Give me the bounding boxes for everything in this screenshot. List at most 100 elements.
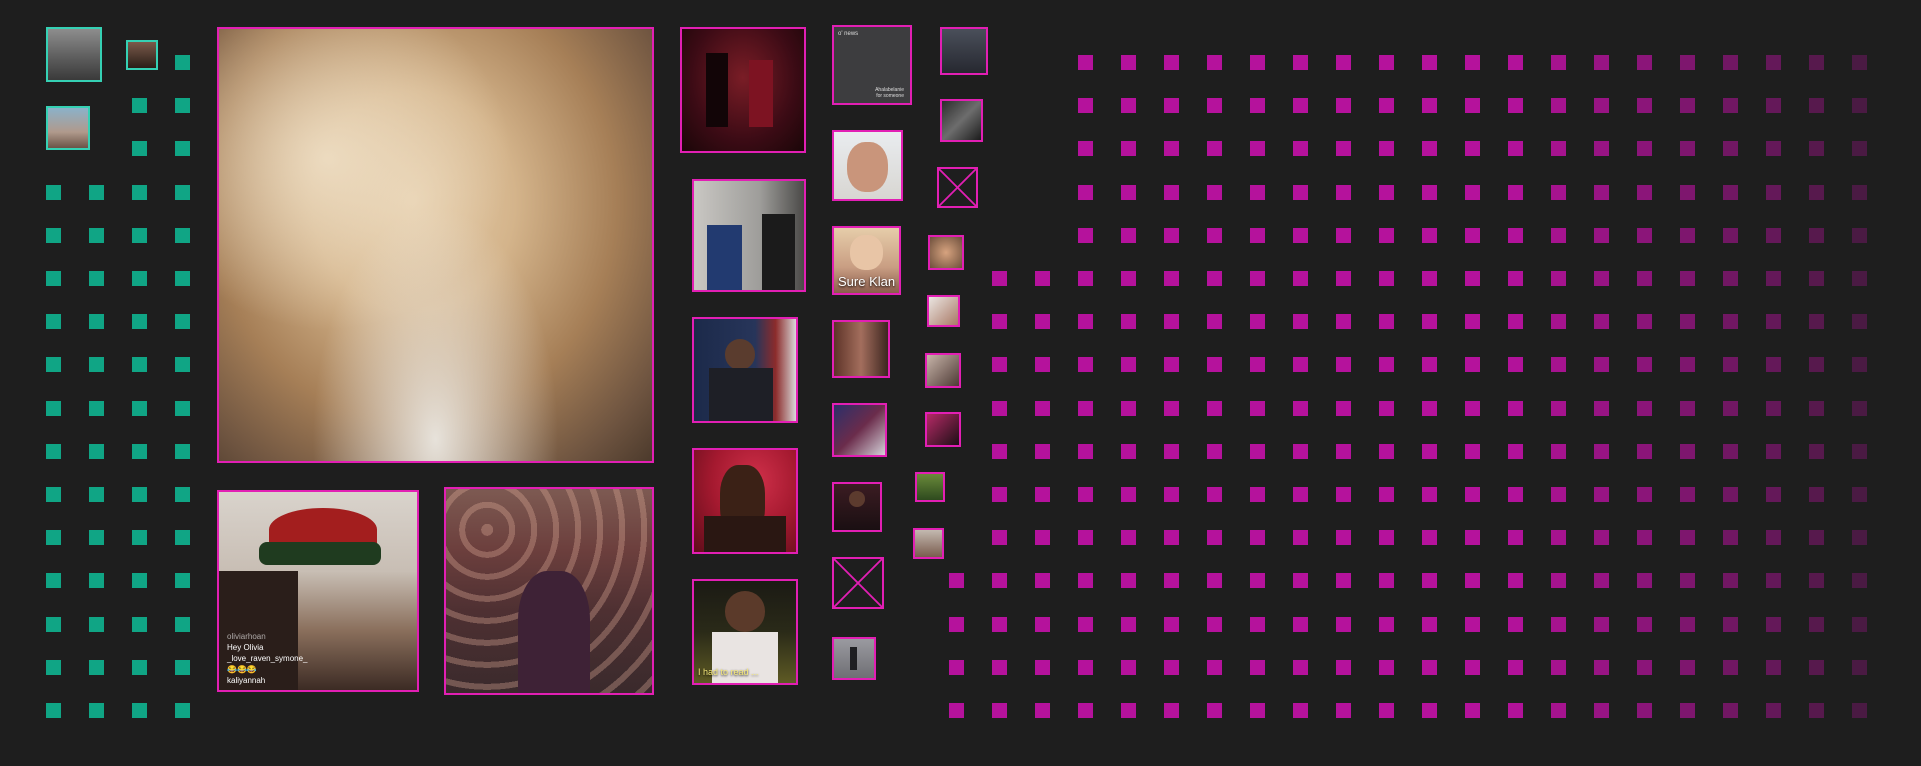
magenta-grid-dot — [1508, 703, 1523, 718]
tile-blonde-woman[interactable] — [217, 27, 654, 463]
magenta-grid-dot — [1164, 660, 1179, 675]
magenta-grid-dot — [1164, 617, 1179, 632]
tile-thumb-b[interactable] — [927, 295, 960, 327]
teal-grid-dot — [46, 487, 61, 502]
teal-grid-dot — [46, 530, 61, 545]
magenta-grid-dot — [1121, 487, 1136, 502]
magenta-grid-dot — [1809, 185, 1824, 200]
magenta-grid-dot — [992, 530, 1007, 545]
magenta-grid-dot — [992, 660, 1007, 675]
magenta-grid-dot — [1293, 573, 1308, 588]
tile-two-people[interactable] — [832, 320, 890, 378]
magenta-grid-dot — [1207, 660, 1222, 675]
magenta-grid-dot — [1121, 357, 1136, 372]
magenta-grid-dot — [1766, 55, 1781, 70]
magenta-grid-dot — [1336, 444, 1351, 459]
tile-broken-image-small[interactable] — [937, 167, 978, 208]
magenta-grid-dot — [1680, 185, 1695, 200]
tile-thumb-d[interactable] — [925, 412, 961, 447]
tile-dark-scene-1[interactable] — [940, 27, 988, 75]
tile-person-walking[interactable] — [832, 637, 876, 680]
teal-grid-dot — [89, 573, 104, 588]
tile-thumb-a[interactable] — [928, 235, 964, 270]
tile-man-suit[interactable] — [832, 482, 882, 532]
magenta-grid-dot — [1551, 357, 1566, 372]
magenta-grid-dot — [1852, 617, 1867, 632]
magenta-grid-dot — [1680, 55, 1695, 70]
magenta-grid-dot — [1766, 487, 1781, 502]
magenta-grid-dot — [1379, 530, 1394, 545]
tile-football-player[interactable]: I had to read ... — [692, 579, 798, 685]
magenta-grid-dot — [1852, 660, 1867, 675]
magenta-grid-dot — [1336, 617, 1351, 632]
magenta-grid-dot — [1852, 444, 1867, 459]
magenta-grid-dot — [1594, 141, 1609, 156]
teal-grid-dot — [46, 573, 61, 588]
magenta-grid-dot — [1250, 530, 1265, 545]
tile-broken-image[interactable] — [832, 557, 884, 609]
magenta-grid-dot — [1164, 228, 1179, 243]
magenta-grid-dot — [1809, 55, 1824, 70]
magenta-grid-dot — [1594, 55, 1609, 70]
magenta-grid-dot — [1723, 98, 1738, 113]
magenta-grid-dot — [1766, 401, 1781, 416]
teal-grid-dot — [46, 185, 61, 200]
tile-street-photo[interactable] — [46, 106, 90, 150]
tile-group-photo[interactable] — [46, 27, 102, 82]
teal-grid-dot — [89, 185, 104, 200]
grey-card-line1: Ahalabelanie — [875, 87, 904, 93]
magenta-grid-dot — [1508, 401, 1523, 416]
magenta-grid-dot — [1293, 401, 1308, 416]
magenta-grid-dot — [1766, 271, 1781, 286]
teal-grid-dot — [46, 228, 61, 243]
magenta-grid-dot — [1422, 617, 1437, 632]
teal-grid-dot — [132, 271, 147, 286]
magenta-grid-dot — [1723, 617, 1738, 632]
tile-woman-beanie[interactable]: oliviarhoan Hey Olivia _love_raven_symon… — [217, 490, 419, 692]
magenta-grid-dot — [992, 314, 1007, 329]
magenta-grid-dot — [1293, 55, 1308, 70]
teal-grid-dot — [132, 141, 147, 156]
tile-woman-face[interactable] — [832, 130, 903, 201]
magenta-grid-dot — [1250, 55, 1265, 70]
teal-grid-dot — [175, 444, 190, 459]
teal-grid-dot — [89, 617, 104, 632]
magenta-grid-dot — [1852, 185, 1867, 200]
magenta-grid-dot — [1078, 573, 1093, 588]
magenta-grid-dot — [1680, 703, 1695, 718]
tile-grey-card[interactable]: o' news Ahalabelanie for someone — [832, 25, 912, 105]
teal-grid-dot — [46, 271, 61, 286]
magenta-grid-dot — [1508, 185, 1523, 200]
tile-crowd[interactable] — [832, 403, 887, 457]
magenta-grid-dot — [1164, 55, 1179, 70]
magenta-grid-dot — [1207, 487, 1222, 502]
magenta-grid-dot — [1551, 617, 1566, 632]
magenta-grid-dot — [992, 617, 1007, 632]
tile-thumb-f[interactable] — [913, 528, 944, 559]
tile-audience[interactable] — [444, 487, 654, 695]
tile-portrait-small[interactable] — [126, 40, 158, 70]
magenta-grid-dot — [1293, 617, 1308, 632]
magenta-grid-dot — [1164, 487, 1179, 502]
tile-blonde-girl[interactable]: Sure Klan — [832, 226, 901, 295]
magenta-grid-dot — [1078, 271, 1093, 286]
magenta-grid-dot — [1293, 314, 1308, 329]
magenta-grid-dot — [1250, 357, 1265, 372]
tile-thumb-e[interactable] — [915, 472, 945, 502]
magenta-grid-dot — [1250, 98, 1265, 113]
tile-woman-hands-head[interactable] — [692, 448, 798, 554]
magenta-grid-dot — [1508, 444, 1523, 459]
grey-card-line2: for someone — [876, 93, 904, 99]
teal-grid-dot — [46, 703, 61, 718]
magenta-grid-dot — [1164, 530, 1179, 545]
tile-thumb-c[interactable] — [925, 353, 961, 388]
tile-men-hallway[interactable] — [692, 179, 806, 292]
magenta-grid-dot — [1379, 617, 1394, 632]
tile-dark-scene-2[interactable] — [940, 99, 983, 142]
magenta-grid-dot — [1250, 573, 1265, 588]
magenta-grid-dot — [992, 271, 1007, 286]
magenta-grid-dot — [1250, 487, 1265, 502]
caption-sure-klan: Sure Klan — [838, 274, 896, 289]
tile-obama[interactable] — [692, 317, 798, 423]
tile-performers[interactable] — [680, 27, 806, 153]
